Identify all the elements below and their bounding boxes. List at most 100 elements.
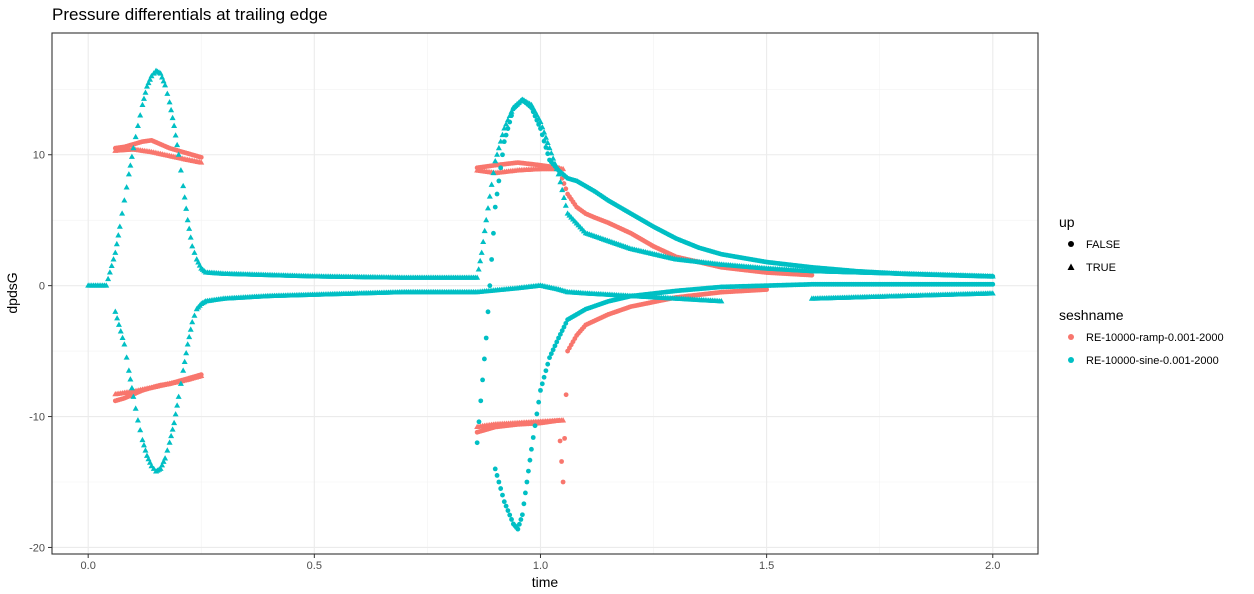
data-point-triangle <box>551 160 558 166</box>
data-point-circle <box>809 272 815 278</box>
data-point-triangle <box>169 426 176 432</box>
data-point-circle <box>543 368 549 374</box>
data-point-circle <box>529 446 534 452</box>
y-tick-label: -10 <box>29 412 45 424</box>
data-point-circle <box>541 374 547 380</box>
data-point-triangle <box>560 417 567 423</box>
data-point-triangle <box>175 393 182 399</box>
data-point-circle <box>557 331 563 337</box>
data-point-circle <box>556 335 561 341</box>
data-point-circle <box>990 281 996 287</box>
data-point-triangle <box>142 447 149 453</box>
data-point-circle <box>494 191 500 197</box>
data-point-circle <box>476 419 482 425</box>
data-point-triangle <box>112 308 119 314</box>
data-point-triangle <box>164 447 171 453</box>
data-point-circle <box>518 517 524 522</box>
data-point-circle <box>507 512 513 518</box>
data-point-circle <box>487 283 493 289</box>
data-point-circle <box>545 361 551 367</box>
data-point-circle <box>563 320 569 326</box>
data-point-triangle <box>132 133 139 140</box>
data-point-triangle <box>123 184 130 190</box>
data-point-circle <box>764 287 770 292</box>
data-points <box>85 67 996 532</box>
data-point-circle <box>494 473 500 478</box>
legend-triangle-icon <box>1067 263 1075 270</box>
data-point-triangle <box>550 155 557 161</box>
data-point-circle <box>485 309 491 315</box>
data-point-triangle <box>110 256 117 262</box>
data-point-triangle <box>492 157 499 164</box>
data-point-triangle <box>555 171 562 177</box>
data-point-circle <box>554 339 560 345</box>
y-axis-title: dpdsG <box>4 272 20 313</box>
data-point-circle <box>519 512 525 518</box>
data-point-triangle <box>546 144 553 151</box>
data-point-triangle <box>130 144 137 151</box>
plot-border <box>51 32 1039 555</box>
data-point-triangle <box>127 376 134 382</box>
data-point-circle <box>521 501 527 507</box>
data-point-triangle <box>198 159 205 165</box>
data-point-triangle <box>559 186 566 193</box>
data-point-circle <box>496 479 502 485</box>
data-point-triangle <box>539 123 546 130</box>
x-axis-title: time <box>532 574 559 590</box>
legend-shape-label-false: FALSE <box>1086 239 1120 251</box>
data-point-triangle <box>548 150 555 156</box>
data-point-triangle <box>139 436 146 443</box>
legend-shape-title: up <box>1059 214 1075 230</box>
data-point-circle <box>561 324 567 330</box>
data-point-triangle <box>557 178 564 185</box>
data-point-circle <box>559 459 564 464</box>
legend-shape-label-true: TRUE <box>1086 262 1116 274</box>
data-point-circle <box>541 138 547 144</box>
data-point-circle <box>501 499 507 505</box>
data-point-triangle <box>130 393 137 399</box>
data-point-circle <box>491 230 496 236</box>
data-point-circle <box>562 435 567 441</box>
data-point-triangle <box>481 227 488 234</box>
data-point-triangle <box>127 162 134 168</box>
data-point-triangle <box>504 116 511 123</box>
data-point-circle <box>500 492 505 498</box>
data-point-triangle <box>159 462 166 468</box>
data-point-circle <box>198 154 204 160</box>
data-point-triangle <box>180 367 187 373</box>
data-point-circle <box>561 181 567 186</box>
data-point-circle <box>498 486 504 491</box>
data-point-triangle <box>145 79 152 86</box>
data-point-triangle <box>474 274 481 280</box>
data-point-circle <box>480 377 485 383</box>
axes: 0.0 0.5 1.0 1.5 2.0 -20 -10 0 10 <box>29 150 1000 572</box>
data-point-triangle <box>139 101 146 107</box>
data-point-triangle <box>494 151 501 157</box>
legend-sine-swatch <box>1068 357 1074 363</box>
data-point-triangle <box>191 249 198 255</box>
data-point-circle <box>500 152 505 158</box>
data-point-triangle <box>478 249 485 255</box>
x-tick-label: 0.0 <box>81 560 96 572</box>
data-point-circle <box>509 517 514 522</box>
data-point-triangle <box>103 282 110 288</box>
data-point-circle <box>489 257 495 262</box>
data-point-triangle <box>495 144 502 151</box>
data-point-triangle <box>166 99 173 105</box>
data-point-circle <box>478 398 484 404</box>
data-point-triangle <box>114 315 121 321</box>
data-point-triangle <box>553 165 560 172</box>
chart-title: Pressure differentials at trailing edge <box>52 5 328 24</box>
data-point-circle <box>536 399 542 405</box>
data-point-circle <box>483 335 489 341</box>
legend-ramp-swatch <box>1068 334 1074 340</box>
data-point-triangle <box>108 262 115 269</box>
data-point-triangle <box>488 181 495 187</box>
data-point-triangle <box>537 118 544 125</box>
data-point-triangle <box>172 132 179 138</box>
data-point-triangle <box>125 171 132 177</box>
data-point-triangle <box>477 257 484 264</box>
data-point-triangle <box>490 169 497 176</box>
data-point-circle <box>498 165 504 171</box>
data-point-circle <box>530 435 536 440</box>
